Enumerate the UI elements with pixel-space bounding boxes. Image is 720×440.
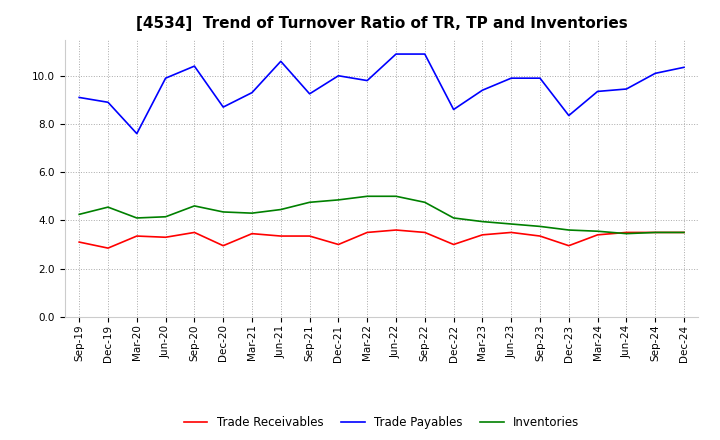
Inventories xyxy=(507,221,516,227)
Inventories xyxy=(276,207,285,212)
Inventories xyxy=(680,230,688,235)
Trade Receivables xyxy=(392,227,400,233)
Legend: Trade Receivables, Trade Payables, Inventories: Trade Receivables, Trade Payables, Inven… xyxy=(179,411,585,434)
Trade Receivables xyxy=(478,232,487,238)
Inventories xyxy=(75,212,84,217)
Trade Payables xyxy=(680,65,688,70)
Trade Receivables xyxy=(680,230,688,235)
Inventories xyxy=(564,227,573,233)
Inventories xyxy=(305,200,314,205)
Title: [4534]  Trend of Turnover Ratio of TR, TP and Inventories: [4534] Trend of Turnover Ratio of TR, TP… xyxy=(136,16,627,32)
Trade Receivables xyxy=(420,230,429,235)
Trade Receivables xyxy=(305,233,314,238)
Trade Payables xyxy=(276,59,285,64)
Inventories xyxy=(449,215,458,220)
Inventories xyxy=(622,231,631,236)
Inventories xyxy=(190,203,199,209)
Line: Trade Receivables: Trade Receivables xyxy=(79,230,684,248)
Trade Receivables xyxy=(190,230,199,235)
Inventories xyxy=(392,194,400,199)
Trade Receivables xyxy=(651,230,660,235)
Inventories xyxy=(363,194,372,199)
Trade Receivables xyxy=(363,230,372,235)
Trade Payables xyxy=(651,71,660,76)
Trade Payables xyxy=(334,73,343,78)
Trade Receivables xyxy=(248,231,256,236)
Trade Payables xyxy=(593,89,602,94)
Trade Payables xyxy=(392,51,400,57)
Inventories xyxy=(536,224,544,229)
Trade Receivables xyxy=(219,243,228,248)
Inventories xyxy=(248,210,256,216)
Inventories xyxy=(132,215,141,220)
Trade Receivables xyxy=(132,233,141,238)
Trade Payables xyxy=(420,51,429,57)
Trade Receivables xyxy=(593,232,602,238)
Trade Receivables xyxy=(449,242,458,247)
Trade Payables xyxy=(449,107,458,112)
Trade Receivables xyxy=(276,233,285,238)
Inventories xyxy=(420,200,429,205)
Inventories xyxy=(651,230,660,235)
Trade Receivables xyxy=(334,242,343,247)
Trade Payables xyxy=(190,63,199,69)
Trade Receivables xyxy=(161,235,170,240)
Inventories xyxy=(334,197,343,202)
Trade Payables xyxy=(219,104,228,110)
Line: Trade Payables: Trade Payables xyxy=(79,54,684,134)
Trade Payables xyxy=(363,78,372,83)
Trade Payables xyxy=(132,131,141,136)
Inventories xyxy=(478,219,487,224)
Inventories xyxy=(161,214,170,220)
Trade Receivables xyxy=(622,230,631,235)
Trade Payables xyxy=(622,86,631,92)
Inventories xyxy=(104,205,112,210)
Trade Payables xyxy=(104,99,112,105)
Trade Receivables xyxy=(536,233,544,238)
Trade Receivables xyxy=(104,246,112,251)
Trade Payables xyxy=(161,76,170,81)
Trade Payables xyxy=(564,113,573,118)
Trade Receivables xyxy=(564,243,573,248)
Trade Payables xyxy=(478,88,487,93)
Trade Payables xyxy=(305,91,314,96)
Trade Payables xyxy=(536,76,544,81)
Inventories xyxy=(219,209,228,215)
Trade Payables xyxy=(248,90,256,95)
Trade Payables xyxy=(75,95,84,100)
Trade Receivables xyxy=(75,239,84,245)
Trade Receivables xyxy=(507,230,516,235)
Trade Payables xyxy=(507,76,516,81)
Line: Inventories: Inventories xyxy=(79,196,684,234)
Inventories xyxy=(593,229,602,234)
